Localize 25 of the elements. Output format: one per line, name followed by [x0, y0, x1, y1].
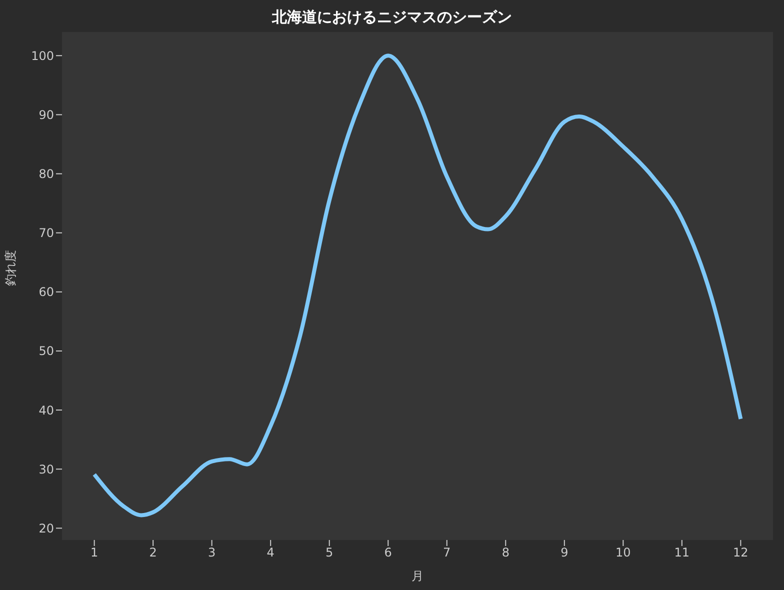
- x-tick-label: 11: [674, 546, 690, 560]
- x-tick-label: 6: [384, 546, 392, 560]
- x-tick-label: 9: [560, 546, 568, 560]
- line-series: [92, 54, 743, 518]
- y-tick-label: 100: [31, 48, 54, 63]
- x-axis-title: 月: [412, 569, 424, 583]
- y-tick-label: 60: [38, 285, 54, 300]
- chart-title: 北海道におけるニジマスのシーズン: [270, 7, 513, 26]
- y-tick-label: 70: [38, 226, 54, 240]
- x-tick-label: 10: [616, 546, 631, 560]
- y-tick-label: 20: [38, 521, 54, 536]
- x-tick-label: 3: [208, 546, 216, 560]
- x-tick-label: 1: [90, 546, 98, 560]
- y-tick-label: 90: [38, 108, 54, 122]
- y-tick-label: 30: [38, 462, 54, 476]
- x-tick-label: 2: [149, 546, 157, 560]
- y-tick-label: 40: [38, 403, 54, 418]
- y-axis-title: 釣れ度: [3, 250, 18, 286]
- y-tick-label: 80: [38, 167, 54, 182]
- x-tick-label: 7: [443, 546, 451, 560]
- x-tick-label: 8: [502, 546, 510, 560]
- x-tick-label: 12: [733, 546, 748, 560]
- x-tick-label: 4: [266, 546, 274, 560]
- y-tick-label: 50: [38, 344, 54, 358]
- x-tick-label: 5: [326, 546, 334, 560]
